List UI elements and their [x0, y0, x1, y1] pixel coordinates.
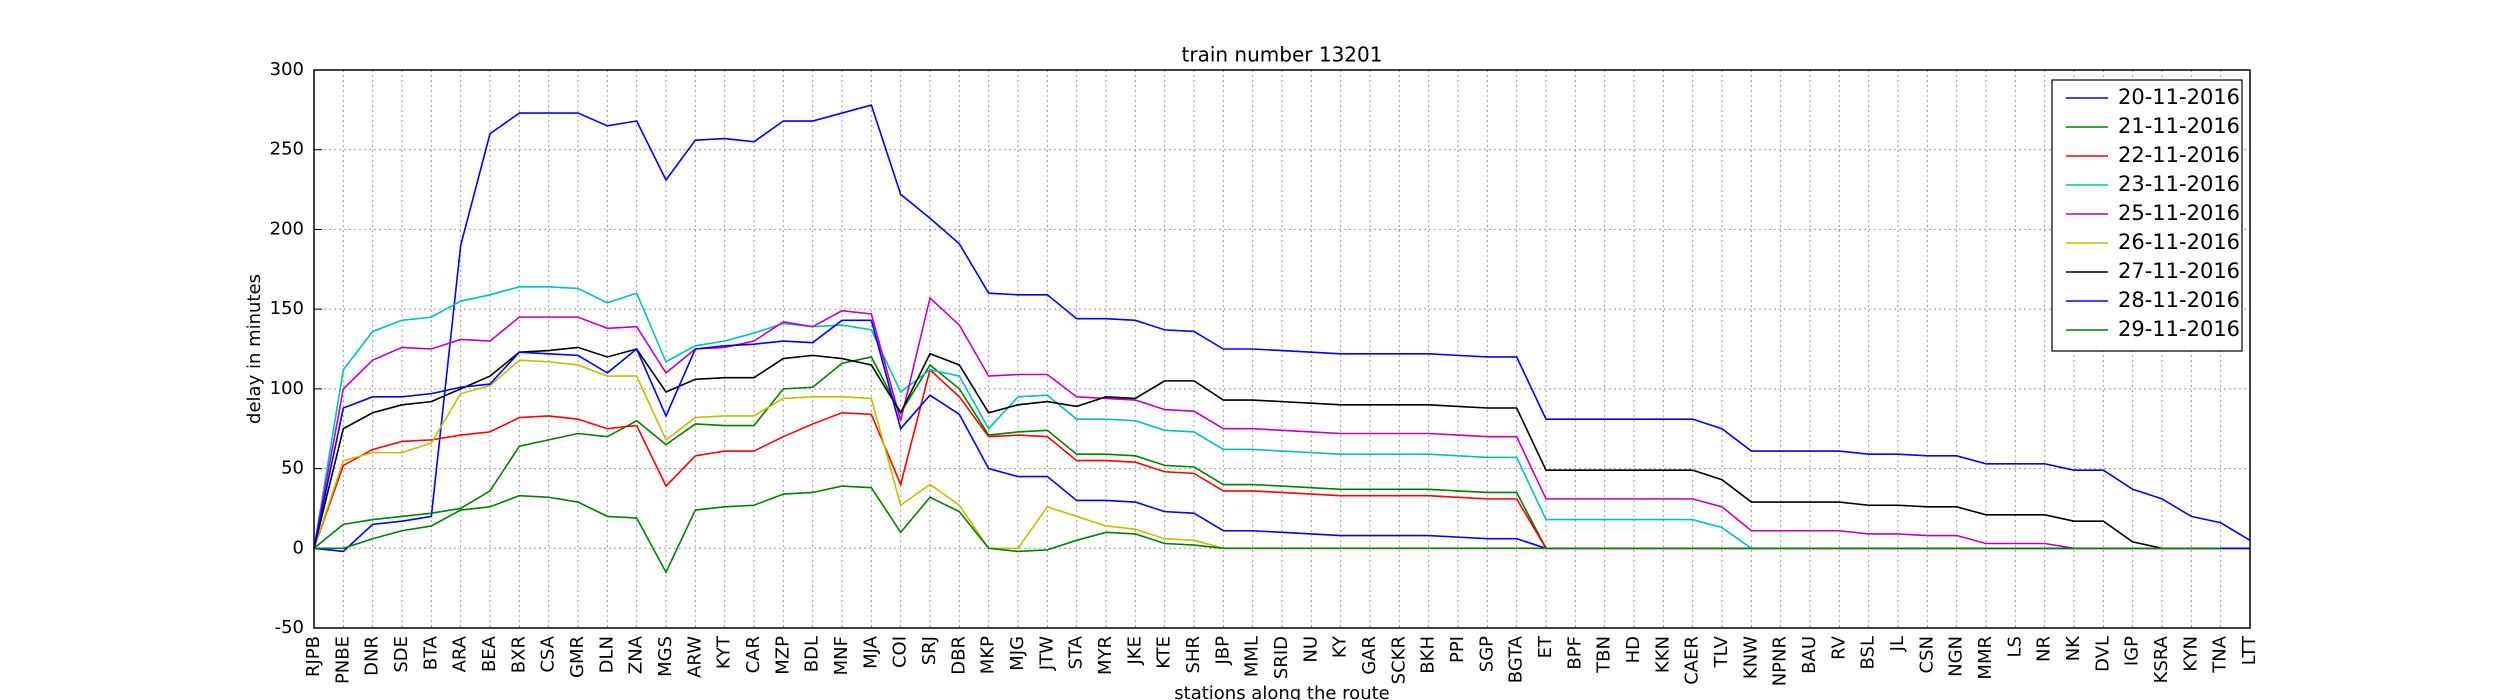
legend-box: [2051, 79, 2243, 352]
x-tick-label: COI: [890, 636, 911, 668]
x-tick-label: BTA: [420, 635, 441, 670]
x-tick-label: KYN: [2180, 636, 2201, 672]
x-tick-label: JKE: [1124, 636, 1145, 666]
legend-label: 20-11-2016: [2118, 85, 2240, 109]
legend-label: 25-11-2016: [2118, 201, 2240, 225]
x-tick-label: CSN: [1916, 636, 1937, 673]
legend-label: 28-11-2016: [2118, 288, 2240, 312]
x-tick-label: PPI: [1447, 636, 1468, 663]
x-tick-label: STA: [1066, 635, 1087, 669]
x-tick-label: BXR: [508, 636, 529, 673]
x-tick-label: SCKR: [1388, 636, 1409, 684]
y-tick-label: 300: [270, 59, 304, 80]
x-tick-label: SDE: [391, 636, 412, 673]
x-tick-label: MJA: [860, 635, 881, 669]
x-tick-label: MNF: [831, 636, 852, 675]
x-tick-label: ARA: [450, 635, 471, 672]
x-tick-label: TNA: [2210, 635, 2231, 673]
y-tick-label: -50: [275, 617, 304, 638]
x-tick-label: IGP: [2122, 636, 2143, 666]
x-tick-label: BEA: [479, 635, 500, 672]
x-tick-label: KSRA: [2151, 635, 2172, 683]
x-tick-label: JBP: [1212, 636, 1233, 666]
x-tick-label: MML: [1242, 636, 1263, 677]
y-tick-label: 100: [270, 378, 304, 399]
x-tick-label: BPF: [1564, 636, 1585, 670]
x-tick-label: TBN: [1594, 636, 1615, 674]
chart-title: train number 13201: [1182, 43, 1383, 67]
x-tick-label: DBR: [948, 636, 969, 675]
series-line: [313, 104, 2251, 553]
x-tick-label: ET: [1535, 635, 1556, 658]
x-tick-label: JTW: [1036, 636, 1057, 671]
x-tick-label: MJG: [1007, 636, 1028, 671]
x-tick-label: SRID: [1271, 636, 1292, 679]
x-tick-label: SHR: [1183, 636, 1204, 673]
x-tick-label: DVL: [2092, 636, 2113, 672]
x-tick-label: NGN: [1946, 636, 1967, 677]
x-tick-label: BAU: [1799, 636, 1820, 674]
y-tick-label: 150: [270, 298, 304, 319]
x-tick-label: PNBE: [332, 636, 353, 684]
x-tick-label: SRJ: [919, 636, 940, 665]
x-tick-label: TLV: [1711, 635, 1732, 668]
x-tick-label: ARW: [684, 636, 705, 678]
x-tick-label: KTE: [1154, 636, 1175, 669]
y-tick-label: 250: [270, 139, 304, 160]
y-tick-label: 50: [281, 458, 304, 479]
y-tick-label: 0: [293, 537, 304, 558]
x-tick-label: NPNR: [1770, 636, 1791, 686]
legend-label: 23-11-2016: [2118, 172, 2240, 196]
x-tick-label: DLN: [596, 636, 617, 673]
y-tick-label: 200: [270, 218, 304, 239]
x-tick-label: MGS: [655, 636, 676, 677]
x-tick-label: ZNA: [626, 635, 647, 674]
legend-label: 29-11-2016: [2118, 317, 2240, 341]
x-tick-label: MYR: [1095, 636, 1116, 675]
series-line: [313, 296, 2250, 550]
x-tick-label: BGTA: [1506, 635, 1527, 683]
x-tick-label: LTT: [2239, 635, 2260, 665]
x-tick-label: HD: [1623, 636, 1644, 663]
y-axis-label: delay in minutes: [244, 274, 265, 424]
x-tick-label: LS: [2004, 636, 2025, 657]
x-tick-label: CAER: [1682, 636, 1703, 685]
x-tick-label: BDL: [802, 636, 823, 672]
x-tick-label: KKN: [1652, 636, 1673, 673]
x-tick-label: SGP: [1476, 636, 1497, 672]
x-tick-label: MZP: [772, 636, 793, 675]
legend-label: 26-11-2016: [2118, 230, 2240, 254]
x-tick-label: BKH: [1418, 636, 1439, 674]
x-tick-label: MKP: [978, 636, 999, 674]
x-tick-label: NR: [2034, 636, 2055, 662]
legend-label: 22-11-2016: [2118, 143, 2240, 167]
x-tick-label: GAR: [1359, 636, 1380, 675]
x-tick-label: CSA: [538, 635, 559, 672]
x-tick-label: BSL: [1858, 636, 1879, 670]
x-tick-label: DNR: [362, 636, 383, 676]
legend-label: 21-11-2016: [2118, 114, 2240, 138]
x-tick-label: KNW: [1740, 636, 1761, 679]
x-tick-label: KY: [1330, 635, 1351, 658]
x-tick-label: KYT: [714, 635, 735, 669]
series-line: [314, 485, 2221, 574]
x-tick-label: JL: [1887, 636, 1908, 652]
x-tick-label: RJPB: [303, 636, 324, 677]
x-tick-label: GMR: [567, 636, 588, 678]
x-tick-label: CAR: [743, 636, 764, 673]
x-tick-label: RV: [1828, 635, 1849, 660]
series-line: [313, 346, 2250, 550]
plot-frame: [313, 69, 2251, 629]
x-axis-label: stations along the route: [1174, 683, 1389, 700]
x-tick-label: NU: [1300, 636, 1321, 663]
x-tick-label: NK: [2063, 635, 2084, 661]
x-tick-label: MMR: [1975, 636, 1996, 680]
legend-label: 27-11-2016: [2118, 259, 2240, 283]
